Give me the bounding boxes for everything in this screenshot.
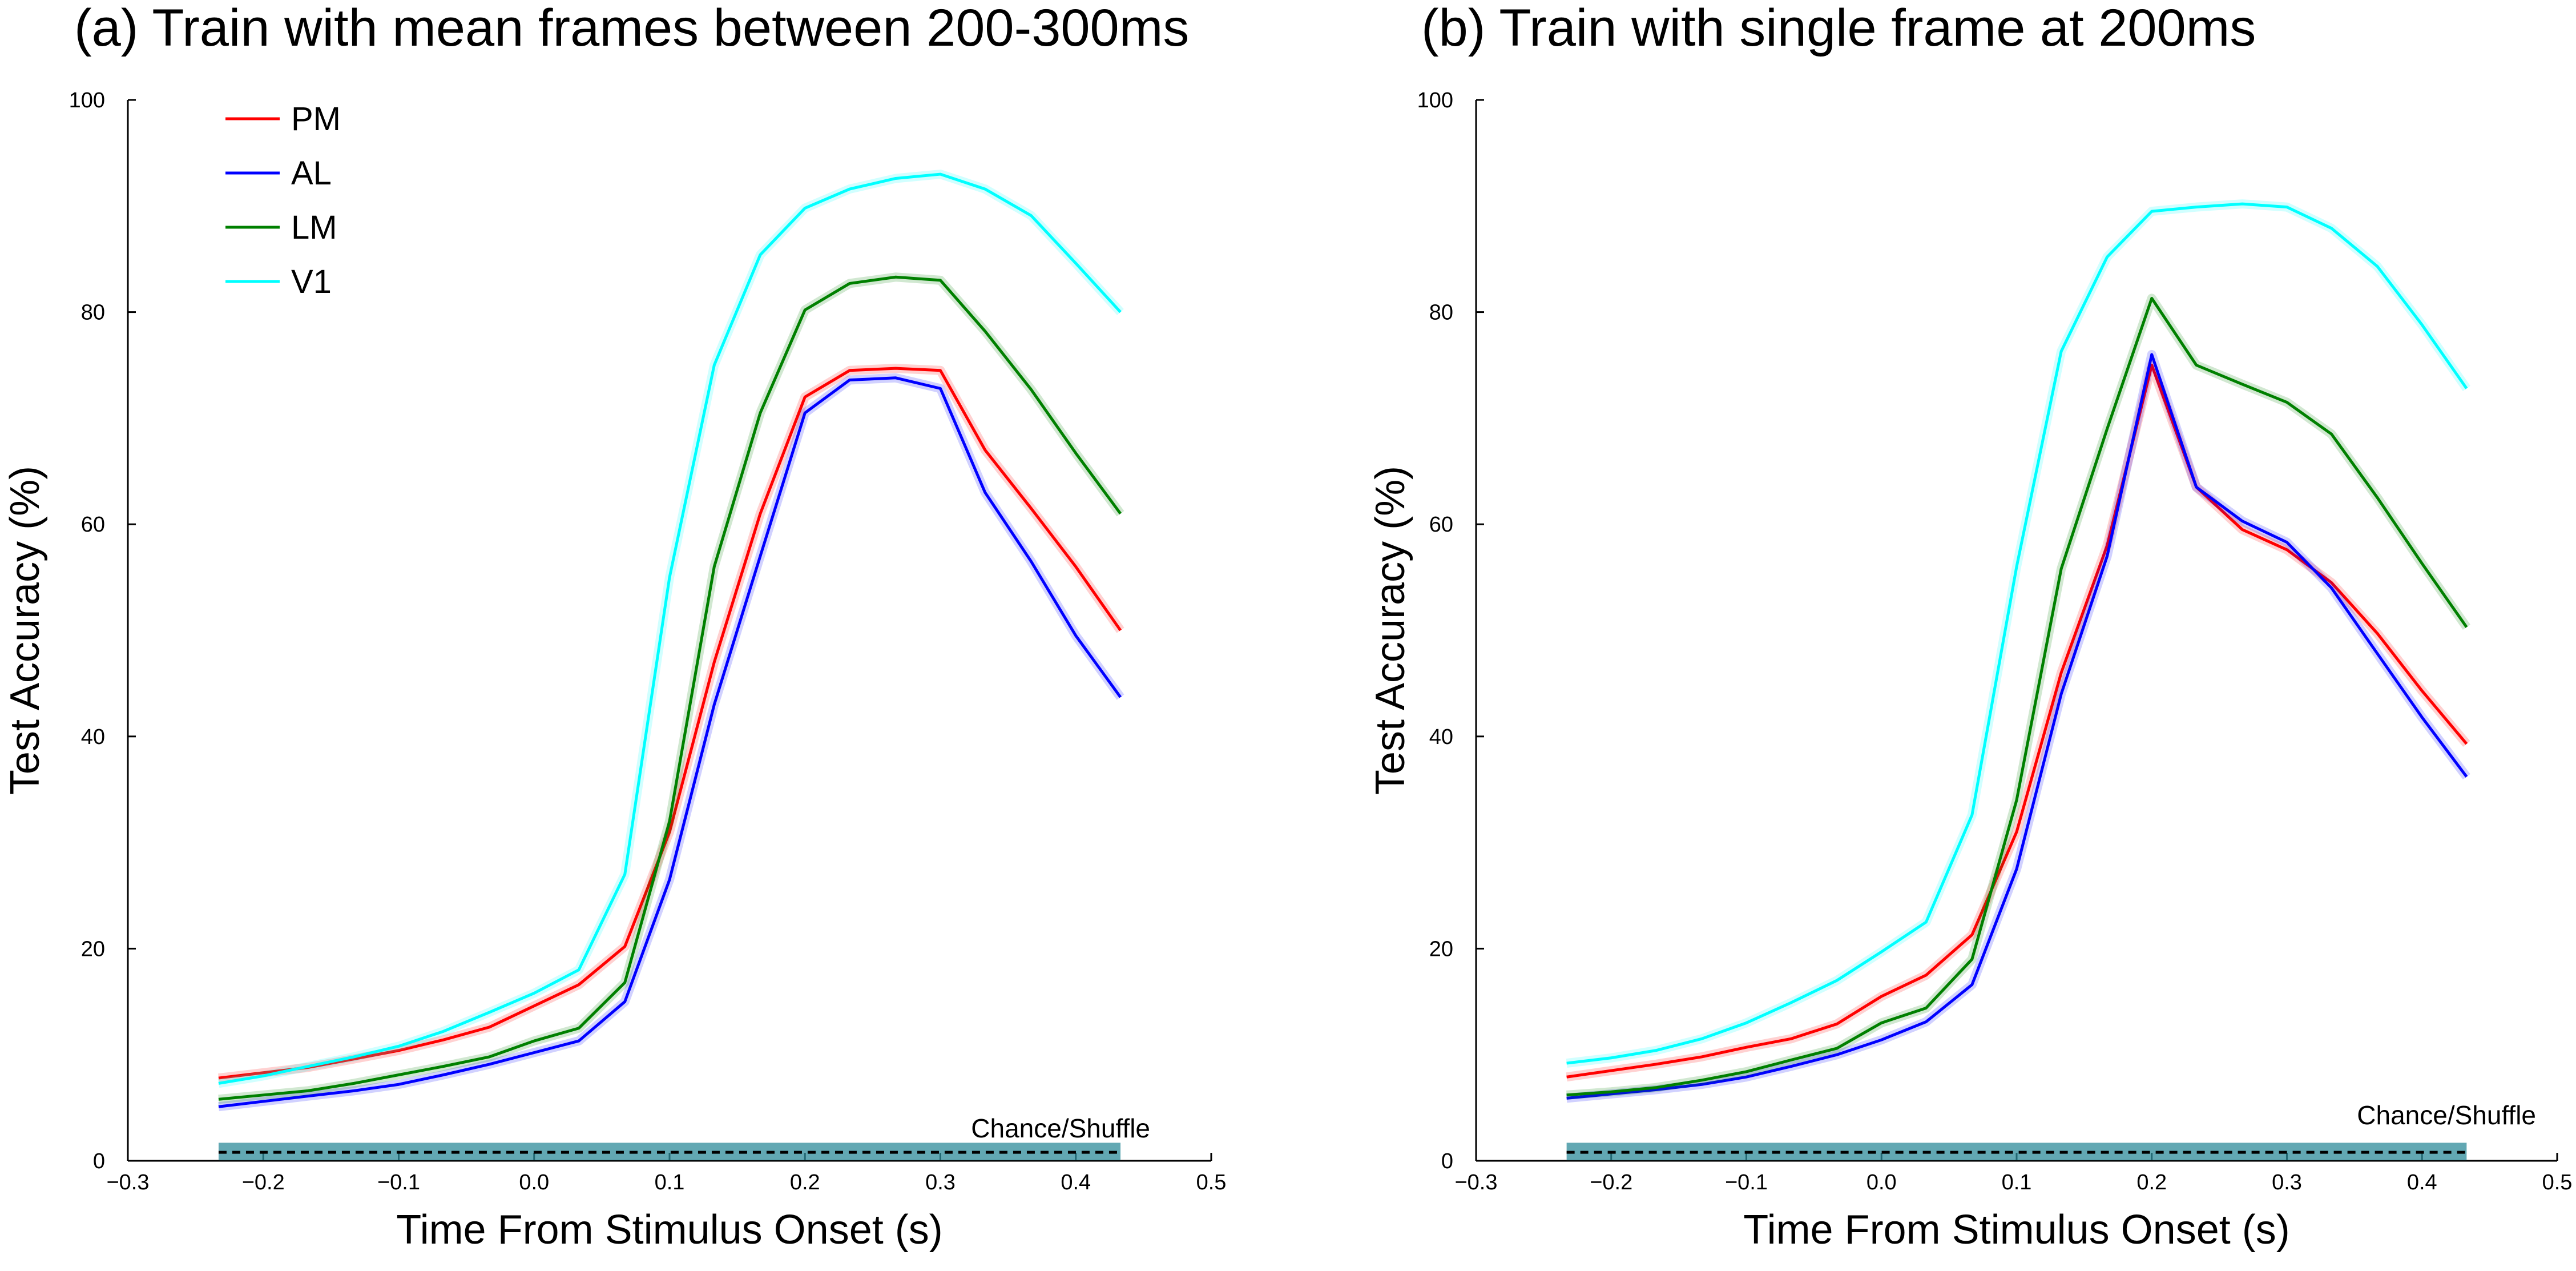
y-tick-label: 40 <box>1429 725 1453 749</box>
x-tick-label: 0.2 <box>2136 1171 2167 1194</box>
x-tick-label: −0.2 <box>1590 1171 1632 1194</box>
series-band-v1 <box>1566 199 2470 1068</box>
chart-title: (b) Train with single frame at 200ms <box>1421 0 2256 57</box>
y-tick-label: 40 <box>81 725 105 749</box>
y-tick-label: 60 <box>81 513 105 537</box>
series-band-pm <box>218 364 1124 1083</box>
y-tick-label: 0 <box>93 1149 105 1173</box>
legend-label-pm: PM <box>291 100 341 138</box>
x-tick-label: −0.3 <box>106 1171 149 1194</box>
y-tick-label: 20 <box>81 937 105 961</box>
x-tick-label: 0.5 <box>1196 1171 1227 1194</box>
panel-a: (a) Train with mean frames between 200-3… <box>2 0 1226 1253</box>
y-tick-label: 60 <box>1429 513 1453 537</box>
x-tick-label: 0.3 <box>925 1171 956 1194</box>
y-axis-title: Test Accuracy (%) <box>1368 466 1413 795</box>
x-tick-label: −0.1 <box>377 1171 420 1194</box>
legend-label-lm: LM <box>291 209 337 246</box>
series-band-lm <box>218 272 1124 1104</box>
legend-label-al: AL <box>291 155 332 192</box>
series-line-lm <box>1566 296 2468 1097</box>
y-tick-label: 100 <box>1417 89 1453 112</box>
x-tick-label: 0.0 <box>519 1171 549 1194</box>
x-tick-label: −0.1 <box>1725 1171 1768 1194</box>
y-tick-label: 20 <box>1429 937 1453 961</box>
x-axis-title: Time From Stimulus Onset (s) <box>1743 1207 2289 1253</box>
y-tick-label: 0 <box>1441 1149 1453 1173</box>
series-line-pm <box>218 367 1122 1080</box>
series-band-lm <box>1566 293 2470 1100</box>
x-tick-label: 0.2 <box>790 1171 820 1194</box>
series-band-pm <box>1566 360 2470 1082</box>
chart-title: (a) Train with mean frames between 200-3… <box>74 0 1189 57</box>
chance-shuffle-band <box>218 1143 1121 1161</box>
y-axis-title: Test Accuracy (%) <box>2 466 48 795</box>
legend-label-v1: V1 <box>291 263 332 300</box>
series-line-al <box>1566 353 2468 1100</box>
x-tick-label: −0.3 <box>1454 1171 1497 1194</box>
chance-shuffle-label: Chance/Shuffle <box>2357 1100 2536 1130</box>
x-axis-title: Time From Stimulus Onset (s) <box>396 1207 942 1253</box>
series-band-v1 <box>217 170 1124 1088</box>
x-tick-label: 0.0 <box>1867 1171 1897 1194</box>
y-tick-label: 100 <box>69 89 105 112</box>
x-tick-label: 0.5 <box>2542 1171 2573 1194</box>
series-band-al <box>218 373 1124 1112</box>
series-band-al <box>1566 349 2470 1103</box>
series-line-v1 <box>1566 202 2468 1065</box>
x-tick-label: 0.1 <box>655 1171 685 1194</box>
series-line-pm <box>1566 364 2468 1079</box>
x-tick-label: 0.4 <box>1061 1171 1091 1194</box>
chance-shuffle-band <box>1566 1143 2467 1161</box>
y-tick-label: 80 <box>81 301 105 325</box>
panel-b: (b) Train with single frame at 200ms −0.3… <box>1368 0 2572 1253</box>
y-tick-label: 80 <box>1429 301 1453 325</box>
series-line-lm <box>218 275 1122 1101</box>
x-tick-label: 0.1 <box>2002 1171 2032 1194</box>
series-line-al <box>218 376 1122 1108</box>
x-tick-label: −0.2 <box>242 1171 285 1194</box>
series-line-v1 <box>218 172 1122 1085</box>
x-tick-label: 0.4 <box>2407 1171 2437 1194</box>
x-tick-label: 0.3 <box>2272 1171 2302 1194</box>
chance-shuffle-label: Chance/Shuffle <box>971 1113 1150 1143</box>
